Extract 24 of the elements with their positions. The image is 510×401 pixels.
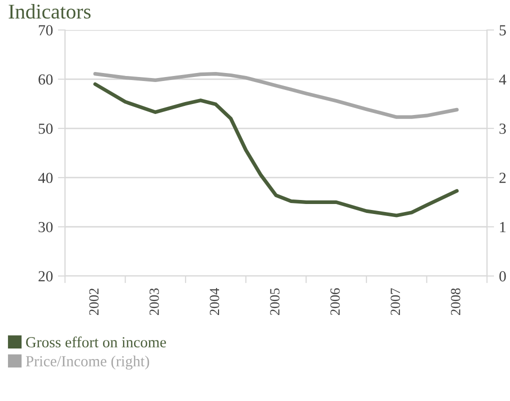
y2-tick-label: 3 (500, 124, 506, 134)
x-tick-label: 2006 (330, 288, 340, 315)
y-tick-label: 70 (38, 25, 53, 36)
x-tick-label: 2002 (89, 288, 99, 315)
legend-label: Gross effort on income (26, 336, 166, 348)
y-tick-label: 30 (38, 222, 53, 232)
y-tick-label: 60 (38, 74, 53, 85)
y2-tick-label: 4 (499, 74, 506, 84)
x-tick-label: 2003 (150, 288, 159, 315)
x-tick-label: 2007 (390, 288, 400, 315)
y-tick-label: 50 (38, 124, 53, 134)
legend-label: Price/Income (right) (26, 356, 150, 370)
y-tick-label: 40 (38, 172, 53, 184)
y2-tick-label: 2 (499, 172, 506, 183)
chart-title: Indicators (8, 4, 91, 19)
y2-tick-label: 5 (500, 25, 506, 36)
line-series (93, 82, 459, 218)
x-tick-label: 2004 (210, 288, 220, 315)
y-tick-label: 20 (38, 271, 53, 282)
line-series (93, 72, 459, 119)
x-tick-label: 2005 (270, 288, 280, 315)
y2-tick-label: 0 (499, 271, 506, 282)
y2-tick-label: 1 (500, 222, 506, 232)
x-tick-label: 2008 (450, 288, 460, 315)
